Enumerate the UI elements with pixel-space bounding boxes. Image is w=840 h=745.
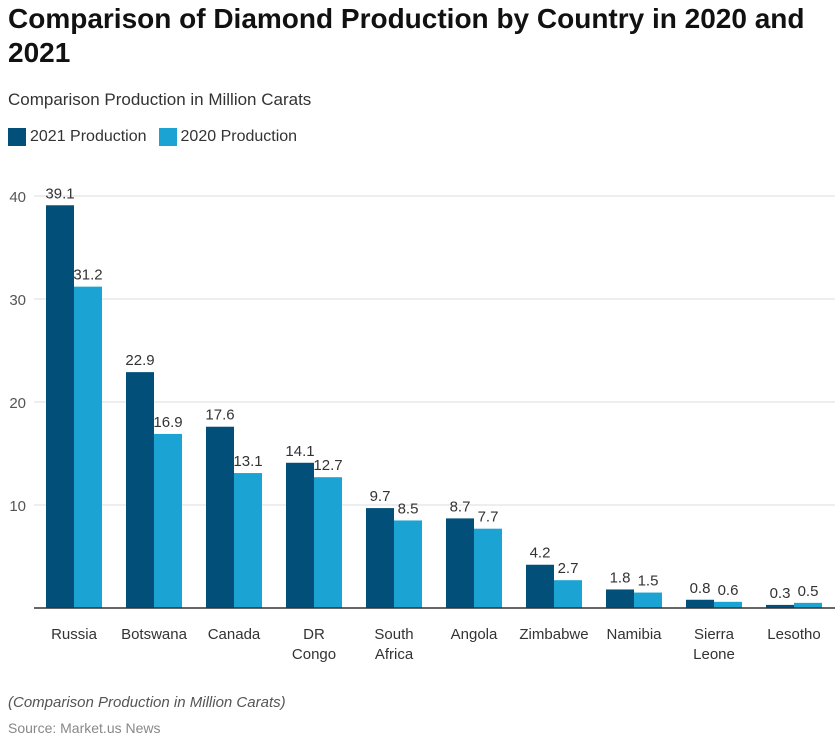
data-label: 0.3 xyxy=(770,585,791,602)
y-tick-label: 20 xyxy=(9,395,26,412)
bar xyxy=(554,580,582,608)
data-label: 22.9 xyxy=(125,352,154,369)
data-label: 8.7 xyxy=(450,498,471,515)
bar xyxy=(634,592,662,608)
y-tick-label: 30 xyxy=(9,292,26,309)
bar xyxy=(394,520,422,608)
x-tick-label: South xyxy=(374,626,413,643)
y-tick-label: 40 xyxy=(9,189,26,206)
x-tick-label: Angola xyxy=(451,626,498,643)
footnote: (Comparison Production in Million Carats… xyxy=(8,694,286,711)
chart-subtitle: Comparison Production in Million Carats xyxy=(8,90,312,109)
x-tick-label: Sierra xyxy=(694,626,735,643)
x-tick-label: Namibia xyxy=(606,626,662,643)
legend-swatch-2021 xyxy=(8,128,26,146)
x-tick-label: Leone xyxy=(693,646,735,663)
data-label: 1.8 xyxy=(610,569,631,586)
chart-title: Comparison of Diamond Production by Coun… xyxy=(8,3,805,68)
x-tick-label: Lesotho xyxy=(767,626,820,643)
bar xyxy=(314,477,342,608)
data-label: 2.7 xyxy=(558,560,579,577)
data-label: 4.2 xyxy=(530,545,551,562)
x-tick-label: Canada xyxy=(208,626,261,643)
data-label: 0.8 xyxy=(690,580,711,597)
data-label: 17.6 xyxy=(205,407,234,424)
bar xyxy=(46,205,74,608)
legend-item-2021: 2021 Production xyxy=(8,128,147,146)
y-tick-label: 10 xyxy=(9,498,26,515)
bar xyxy=(606,589,634,608)
x-tick-label: Africa xyxy=(375,646,414,663)
data-label: 1.5 xyxy=(638,573,659,590)
bar xyxy=(794,602,822,608)
x-tick-label: Russia xyxy=(51,626,98,643)
bar xyxy=(154,433,182,608)
bar xyxy=(286,462,314,608)
data-label: 14.1 xyxy=(285,443,314,460)
x-tick-label: Botswana xyxy=(121,626,188,643)
data-label: 8.5 xyxy=(398,500,419,517)
bar xyxy=(126,372,154,608)
bar xyxy=(74,286,102,608)
bar xyxy=(366,508,394,608)
data-label: 9.7 xyxy=(370,488,391,505)
x-tick-label: Congo xyxy=(292,646,336,663)
bar xyxy=(234,473,262,608)
data-label: 16.9 xyxy=(153,414,182,431)
data-label: 31.2 xyxy=(73,267,102,284)
data-label: 39.1 xyxy=(45,185,74,202)
data-label: 12.7 xyxy=(313,457,342,474)
bar xyxy=(714,601,742,608)
legend-label-2021: 2021 Production xyxy=(30,128,147,145)
bar xyxy=(206,426,234,608)
bar xyxy=(526,564,554,608)
data-label: 0.6 xyxy=(718,582,739,599)
data-label: 13.1 xyxy=(233,453,262,470)
source: Source: Market.us News xyxy=(8,720,161,736)
bar xyxy=(686,599,714,608)
bar xyxy=(474,528,502,608)
legend: 2021 Production 2020 Production xyxy=(8,128,297,146)
legend-item-2020: 2020 Production xyxy=(158,128,298,146)
x-tick-label: Zimbabwe xyxy=(519,626,588,643)
bar xyxy=(446,518,474,608)
data-label: 0.5 xyxy=(798,583,819,600)
bar xyxy=(766,604,794,608)
legend-swatch-2020 xyxy=(158,128,177,146)
x-tick-label: DR xyxy=(303,626,325,643)
data-label: 7.7 xyxy=(478,509,499,526)
legend-label-2020: 2020 Production xyxy=(180,128,298,145)
